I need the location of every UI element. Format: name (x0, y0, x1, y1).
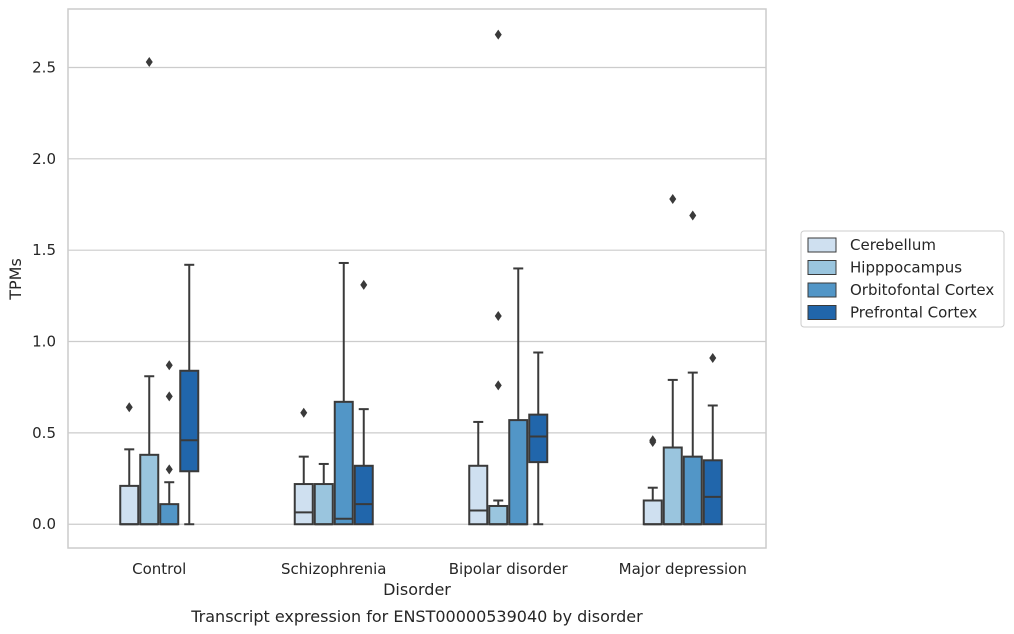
legend-swatch (807, 305, 837, 320)
outlier-point (494, 29, 502, 40)
outlier-point (300, 407, 308, 418)
box-prefrontal-cortex (353, 279, 374, 526)
outlier-point (165, 464, 173, 475)
y-axis-label: TPMs (6, 258, 25, 301)
outlier-point (360, 279, 368, 290)
outlier-point (669, 194, 677, 205)
outlier-point (709, 352, 717, 363)
iqr-box (119, 484, 140, 526)
iqr-box (179, 369, 200, 473)
iqr-box (682, 455, 703, 526)
legend-label: Hipppocampus (850, 259, 962, 277)
iqr-box (313, 483, 334, 526)
boxes (119, 29, 723, 526)
box-cerebellum (468, 420, 489, 526)
outlier-point (125, 402, 133, 413)
y-tick-label: 2.0 (32, 150, 56, 168)
plot-frame (67, 8, 767, 549)
chart-caption: Transcript expression for ENST0000053904… (190, 607, 643, 626)
legend: Cerebellum Hipppocampus Orbitofontal Corte… (800, 230, 1005, 328)
legend-label: Prefrontal Cortex (850, 304, 977, 322)
iqr-box (488, 504, 509, 526)
iqr-box (528, 413, 549, 464)
outlier-point (165, 391, 173, 402)
legend-swatch (807, 282, 837, 298)
iqr-box (468, 464, 489, 526)
y-tick-label: 0.5 (32, 424, 56, 442)
x-axis-label: Disorder (383, 580, 451, 599)
y-tick-label: 2.5 (32, 58, 56, 76)
box-prefrontal-cortex (528, 351, 549, 526)
iqr-box (662, 446, 683, 526)
outlier-point (689, 210, 697, 221)
box-cerebellum (293, 407, 314, 526)
iqr-box (508, 419, 529, 526)
x-axis-ticks: Control Schizophrenia Bipolar disorder Majo… (132, 560, 747, 578)
legend-swatch (807, 237, 837, 253)
outlier-point (165, 360, 173, 371)
legend-label: Orbitofontal Cortex (850, 281, 994, 299)
box-orbitofontal-cortex (682, 210, 703, 526)
legend-frame (800, 230, 1005, 328)
outlier-point (494, 380, 502, 391)
x-tick-label: Control (132, 560, 186, 578)
y-tick-label: 1.5 (32, 241, 56, 259)
box-prefrontal-cortex (179, 263, 200, 526)
box-hipppocampus (662, 194, 683, 526)
outlier-point (145, 56, 153, 67)
iqr-box (333, 400, 354, 526)
y-tick-label: 1.0 (32, 333, 56, 351)
box-cerebellum (119, 402, 140, 526)
iqr-box (702, 459, 723, 526)
outlier-point (649, 435, 657, 446)
iqr-box (293, 483, 314, 526)
iqr-box (159, 503, 180, 526)
box-cerebellum (642, 435, 663, 526)
x-tick-label: Bipolar disorder (449, 560, 569, 578)
box-orbitofontal-cortex (159, 360, 180, 526)
box-hipppocampus (139, 56, 160, 526)
grid (68, 66, 766, 525)
outlier-point (494, 310, 502, 321)
box-hipppocampus (488, 29, 509, 526)
legend-label: Cerebellum (850, 236, 936, 254)
iqr-box (642, 499, 663, 526)
y-axis-ticks: 0.0 0.5 1.0 1.5 2.0 2.5 (32, 58, 56, 533)
box-orbitofontal-cortex (333, 261, 354, 526)
legend-swatch (807, 260, 837, 275)
iqr-box (139, 453, 160, 526)
iqr-box (353, 464, 374, 526)
box-orbitofontal-cortex (508, 267, 529, 526)
box-prefrontal-cortex (702, 352, 723, 526)
x-tick-label: Schizophrenia (281, 560, 386, 578)
y-tick-label: 0.0 (32, 515, 56, 533)
box-hipppocampus (313, 462, 334, 526)
x-tick-label: Major depression (619, 560, 747, 578)
